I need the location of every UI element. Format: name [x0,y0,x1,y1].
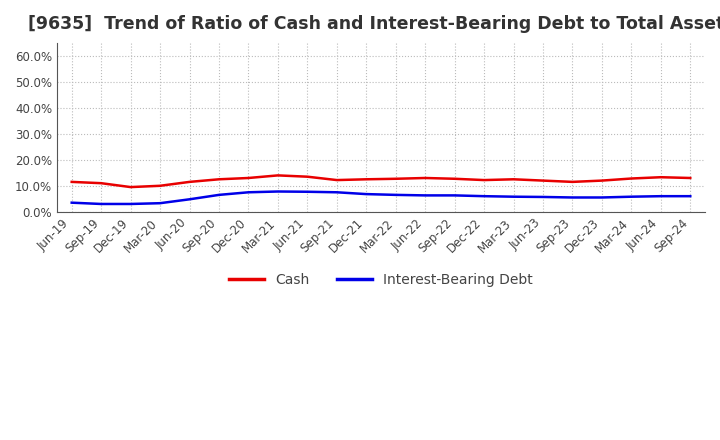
Legend: Cash, Interest-Bearing Debt: Cash, Interest-Bearing Debt [224,268,539,293]
Title: [9635]  Trend of Ratio of Cash and Interest-Bearing Debt to Total Assets: [9635] Trend of Ratio of Cash and Intere… [27,15,720,33]
